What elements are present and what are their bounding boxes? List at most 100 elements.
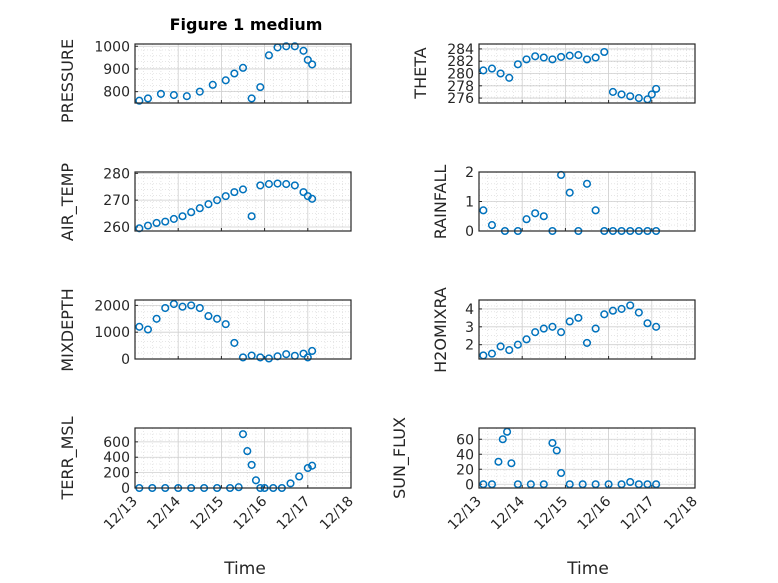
data-point: [169, 299, 178, 309]
data-point: [479, 66, 488, 75]
data-point: [522, 335, 531, 344]
x-tick-label: 12/16: [575, 493, 615, 533]
data-point: [626, 477, 635, 487]
data-point: [204, 200, 213, 209]
y-tick-label: 2: [465, 338, 474, 354]
x-tick-label: 12/13: [101, 494, 141, 534]
data-point: [513, 60, 522, 69]
axes-box: [478, 43, 696, 104]
data-point: [652, 322, 661, 331]
data-point: [539, 212, 548, 221]
data-point: [557, 52, 566, 61]
data-point: [539, 53, 548, 62]
x-tick-label: 12/17: [618, 494, 658, 534]
data-point: [238, 63, 248, 72]
data-point: [195, 87, 204, 96]
ylabel-mixdepth: MIXDEPTH: [58, 288, 77, 371]
y-tick-label: 280: [103, 166, 130, 182]
data-point: [178, 212, 187, 221]
data-point: [143, 221, 153, 230]
data-point: [591, 324, 600, 333]
data-point: [531, 52, 540, 61]
axes-box: [134, 427, 352, 489]
axes-box: [478, 299, 696, 360]
y-tick-label: 0: [121, 352, 130, 368]
y-tick-label: 4: [465, 302, 474, 318]
data-point: [161, 303, 170, 313]
data-point: [299, 188, 308, 197]
y-tick-label: 282: [447, 54, 474, 70]
y-tick-label: 900: [103, 62, 130, 78]
panel-5: 2 3 4: [465, 299, 696, 360]
data-point: [505, 73, 514, 82]
data-point: [238, 430, 248, 439]
data-point: [548, 322, 557, 331]
data-point: [221, 320, 230, 329]
data-point: [591, 53, 600, 62]
data-point: [247, 460, 256, 469]
data-point: [247, 94, 256, 103]
data-point: [513, 340, 522, 349]
x-tick-label: 12/15: [187, 494, 227, 534]
data-point: [608, 306, 617, 315]
data-point: [182, 92, 191, 101]
data-point: [169, 214, 178, 223]
data-point: [295, 472, 304, 481]
data-point: [143, 325, 153, 334]
ylabel-pressure: PRESSURE: [58, 39, 77, 123]
y-tick-label: 0: [465, 224, 474, 240]
y-tick-label: 600: [103, 435, 130, 451]
data-point: [303, 55, 312, 64]
data-point: [256, 353, 265, 362]
data-point: [600, 310, 609, 319]
data-point: [507, 459, 516, 468]
y-tick-label: 0: [121, 481, 130, 497]
data-point: [522, 55, 531, 64]
data-point: [303, 353, 312, 362]
data-point: [494, 457, 503, 466]
data-point: [135, 96, 144, 105]
y-tick-label: 0: [465, 477, 474, 493]
data-point: [195, 303, 204, 313]
data-point: [308, 346, 317, 356]
data-point: [238, 185, 248, 194]
data-point: [487, 64, 497, 73]
data-point: [152, 314, 161, 323]
data-point: [582, 338, 592, 347]
data-point: [582, 179, 592, 188]
data-point: [178, 302, 187, 311]
y-tick-label: 280: [447, 67, 474, 83]
data-point: [496, 69, 505, 78]
data-point: [286, 479, 295, 488]
y-tick-label: 1: [465, 195, 474, 211]
panel-3: 0 1 2: [465, 165, 696, 240]
y-tick-label: 400: [103, 450, 130, 466]
data-point: [230, 338, 239, 347]
data-point: [234, 483, 243, 492]
y-tick-label: 2: [465, 165, 474, 181]
data-point: [487, 221, 497, 230]
data-point: [221, 192, 230, 201]
panel-0: 800 900 1000: [94, 39, 352, 105]
y-tick-label: 20: [456, 462, 474, 478]
data-point: [487, 349, 497, 358]
y-tick-label: 800: [103, 85, 130, 101]
data-point: [256, 181, 265, 190]
axes-box: [478, 427, 696, 489]
data-point: [282, 350, 291, 359]
data-point: [617, 90, 626, 99]
data-point: [247, 212, 256, 221]
data-point: [522, 215, 531, 224]
y-tick-label: 40: [456, 447, 474, 463]
data-point: [557, 468, 566, 478]
x-tick-label: 12/17: [274, 494, 314, 534]
data-point: [496, 342, 505, 351]
data-point: [256, 83, 265, 92]
data-point: [221, 76, 230, 85]
axes-box: [134, 299, 352, 360]
data-point: [273, 179, 282, 188]
data-point: [539, 324, 548, 333]
data-point: [308, 60, 317, 69]
data-point: [264, 51, 273, 60]
y-tick-label: 284: [447, 42, 474, 58]
